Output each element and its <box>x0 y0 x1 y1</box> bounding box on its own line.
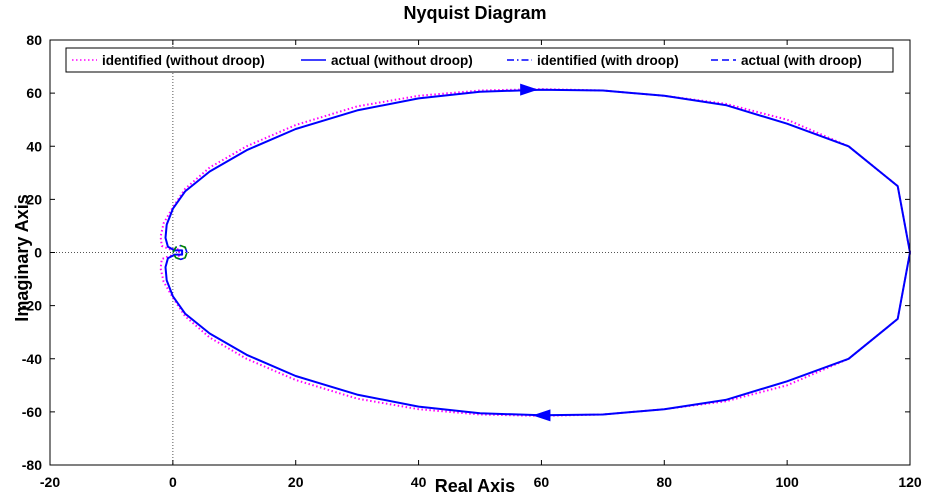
legend-box <box>65 47 894 73</box>
x-tick-label: 80 <box>656 474 672 490</box>
y-tick-label: -80 <box>22 457 42 473</box>
x-tick-label: 40 <box>411 474 427 490</box>
x-tick-label: -20 <box>40 474 60 490</box>
y-tick-label: 80 <box>26 32 42 48</box>
y-tick-label: -40 <box>22 351 42 367</box>
x-tick-label: 0 <box>169 474 177 490</box>
plot-frame <box>49 39 911 466</box>
arrow-marker-lower <box>532 409 551 422</box>
legend-label-3: identified (with droop) <box>537 53 679 68</box>
y-tick-label: 60 <box>26 85 42 101</box>
x-tick-label: 100 <box>775 474 799 490</box>
series-line-1 <box>159 88 911 417</box>
y-tick-label: -20 <box>22 298 42 314</box>
legend: identified (without droop) actual (withou… <box>65 47 894 73</box>
chart-title: Nyquist Diagram <box>403 3 546 23</box>
x-axis-label: Real Axis <box>435 476 515 495</box>
y-tick-label: 20 <box>26 191 42 207</box>
y-tick-label: -60 <box>22 404 42 420</box>
x-tick-label: 120 <box>898 474 922 490</box>
x-tick-label: 60 <box>534 474 550 490</box>
legend-label-2: actual (without droop) <box>331 53 473 68</box>
y-tick-label: 0 <box>34 245 42 261</box>
series-line-2 <box>164 88 911 417</box>
legend-label-4: actual (with droop) <box>741 53 862 68</box>
y-tick-label: 40 <box>26 138 42 154</box>
series-line-4 <box>172 244 188 261</box>
legend-label-1: identified (without droop) <box>102 53 265 68</box>
y-axis-label: Imaginary Axis <box>12 194 32 321</box>
arrow-marker-upper <box>520 83 539 96</box>
x-tick-label: 20 <box>288 474 304 490</box>
